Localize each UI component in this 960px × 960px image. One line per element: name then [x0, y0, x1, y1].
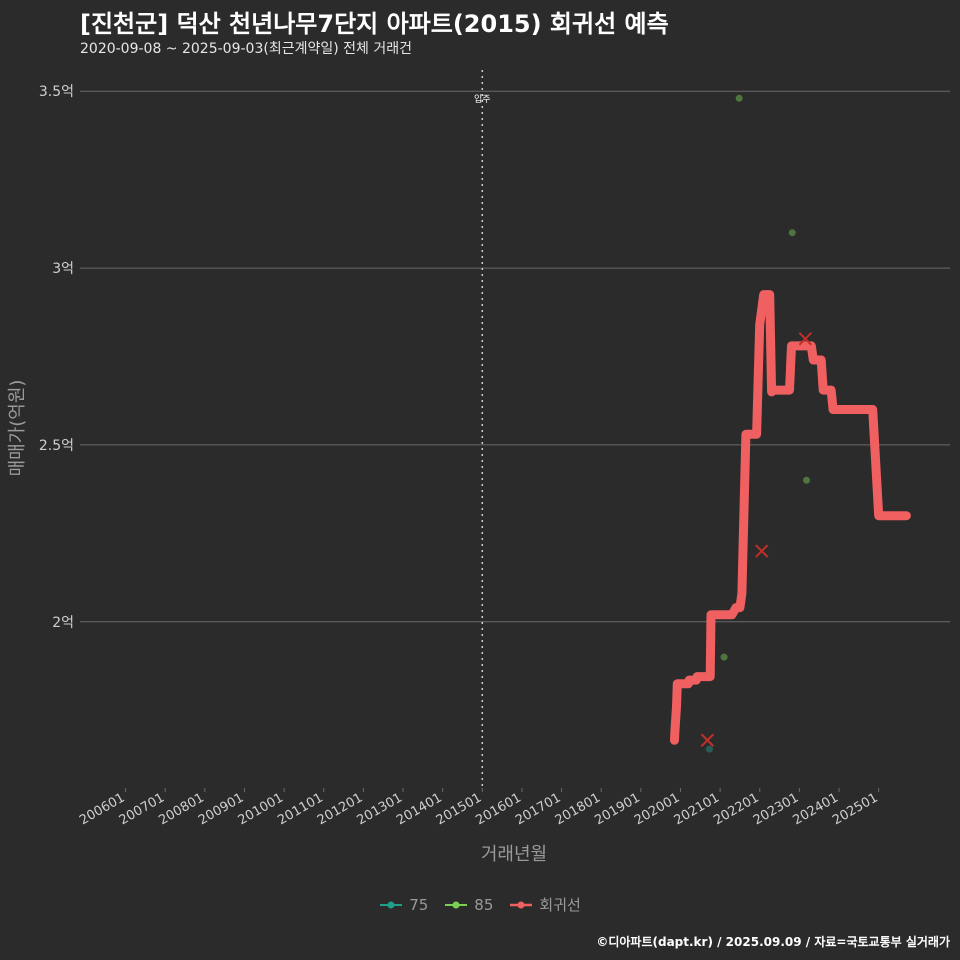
y-axis-title: 매매가(억원) [7, 380, 28, 477]
cross-layer [700, 332, 813, 747]
x-axis-title: 거래년월 [481, 844, 547, 865]
legend-key-85 [445, 901, 468, 908]
chart-title: [진천군] 덕산 천년나무7단지 아파트(2015) 회귀선 예측 [80, 10, 669, 38]
y-tick-label-1: 2.5억 [39, 438, 74, 454]
point-75-0 [705, 745, 713, 753]
y-tick-label-3: 3.5억 [39, 84, 74, 100]
grid-layer [80, 90, 950, 623]
point-85-2 [788, 229, 796, 237]
outlier-cross-0 [700, 733, 715, 747]
legend-label-85: 85 [474, 895, 494, 914]
x-tick-label-19: 202501 [830, 790, 880, 828]
source-caption: ©디아파트(dapt.kr) / 2025.09.09 / 자료=국토교통부 실… [596, 935, 950, 949]
y-tick-label-2: 3억 [52, 261, 74, 277]
points-layer [705, 94, 811, 753]
regression-layer [670, 290, 911, 745]
point-85-3 [803, 476, 811, 484]
legend-label-regression: 회귀선 [539, 896, 581, 914]
point-85-1 [735, 94, 743, 102]
move-in-marker-layer: 입주 [474, 70, 491, 788]
outlier-cross-1 [755, 544, 769, 558]
chart-subtitle: 2020-09-08 ~ 2025-09-03(최근계약일) 전체 거래건 [80, 41, 412, 57]
legend-label-75: 75 [409, 895, 429, 914]
legend-item-75: 75 [379, 896, 428, 914]
move-in-label: 입주 [474, 93, 491, 105]
regression-line [670, 290, 911, 745]
legend: 75 85 회귀선 [0, 894, 960, 915]
point-85-0 [720, 653, 728, 661]
legend-item-85: 85 [444, 896, 493, 914]
legend-key-75 [380, 901, 403, 908]
outlier-cross-2 [798, 332, 813, 346]
legend-item-regression: 회귀선 [509, 894, 581, 915]
axis-layer: 2억2.5억3억3.5억2006012007012008012009012010… [39, 84, 881, 828]
y-tick-label-0: 2억 [52, 615, 74, 631]
legend-key-regression [510, 901, 533, 908]
